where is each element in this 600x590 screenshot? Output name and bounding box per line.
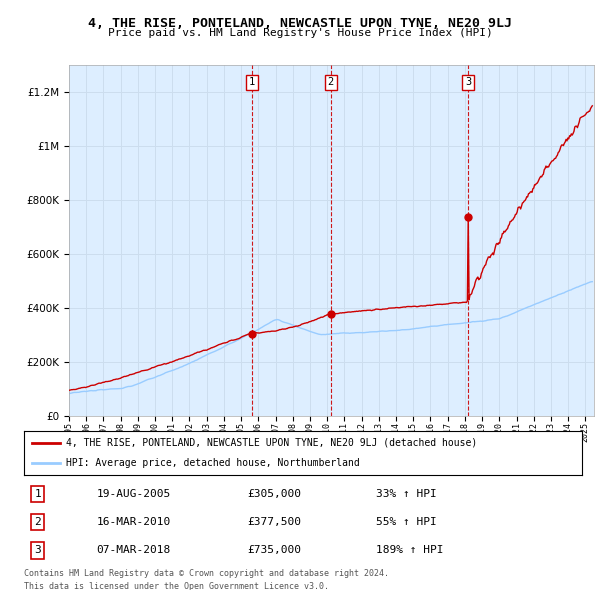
Text: 3: 3	[35, 546, 41, 555]
Text: 33% ↑ HPI: 33% ↑ HPI	[376, 489, 436, 499]
Text: £735,000: £735,000	[247, 546, 301, 555]
Text: 19-AUG-2005: 19-AUG-2005	[97, 489, 171, 499]
Point	[326, 309, 335, 319]
Point	[247, 329, 257, 338]
Text: This data is licensed under the Open Government Licence v3.0.: This data is licensed under the Open Gov…	[24, 582, 329, 590]
Text: 16-MAR-2010: 16-MAR-2010	[97, 517, 171, 527]
Text: 4, THE RISE, PONTELAND, NEWCASTLE UPON TYNE, NE20 9LJ: 4, THE RISE, PONTELAND, NEWCASTLE UPON T…	[88, 17, 512, 30]
Text: 07-MAR-2018: 07-MAR-2018	[97, 546, 171, 555]
Text: 4, THE RISE, PONTELAND, NEWCASTLE UPON TYNE, NE20 9LJ (detached house): 4, THE RISE, PONTELAND, NEWCASTLE UPON T…	[66, 438, 477, 448]
Text: 55% ↑ HPI: 55% ↑ HPI	[376, 517, 436, 527]
Text: HPI: Average price, detached house, Northumberland: HPI: Average price, detached house, Nort…	[66, 458, 359, 468]
Text: 2: 2	[328, 77, 334, 87]
Text: Price paid vs. HM Land Registry's House Price Index (HPI): Price paid vs. HM Land Registry's House …	[107, 28, 493, 38]
Text: 189% ↑ HPI: 189% ↑ HPI	[376, 546, 443, 555]
Text: £305,000: £305,000	[247, 489, 301, 499]
Text: Contains HM Land Registry data © Crown copyright and database right 2024.: Contains HM Land Registry data © Crown c…	[24, 569, 389, 578]
Text: 3: 3	[465, 77, 471, 87]
Text: £377,500: £377,500	[247, 517, 301, 527]
Text: 2: 2	[35, 517, 41, 527]
Text: 1: 1	[35, 489, 41, 499]
Point	[463, 213, 473, 222]
Text: 1: 1	[249, 77, 255, 87]
